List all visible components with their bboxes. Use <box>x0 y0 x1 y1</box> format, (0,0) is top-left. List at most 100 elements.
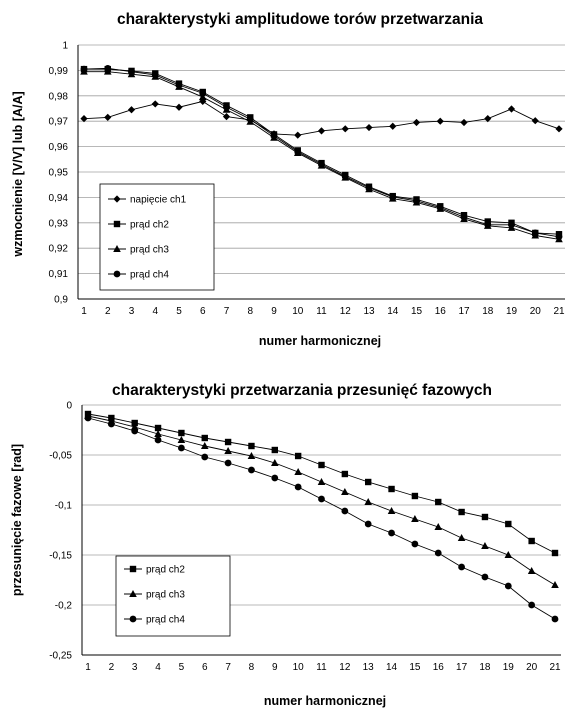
x-tick-label: 5 <box>176 306 182 317</box>
data-point <box>175 103 183 111</box>
x-tick-label: 14 <box>386 662 398 673</box>
series-group <box>80 64 563 243</box>
data-point <box>527 567 536 574</box>
data-point <box>80 115 88 123</box>
data-point <box>318 495 325 503</box>
data-point <box>271 446 278 454</box>
data-point <box>151 71 159 79</box>
data-point <box>201 434 208 442</box>
x-tick-label: 4 <box>155 662 161 673</box>
legend-label: prąd ch3 <box>130 245 169 256</box>
x-tick-label: 3 <box>132 662 138 673</box>
data-point <box>388 529 395 537</box>
series-circle <box>84 414 559 623</box>
data-point <box>341 125 349 133</box>
data-point <box>107 420 115 428</box>
data-point <box>504 582 512 590</box>
x-tick-label: 11 <box>316 306 327 317</box>
data-point <box>224 438 232 446</box>
data-point <box>341 488 349 495</box>
series-diamond <box>80 97 563 139</box>
x-tick-label: 8 <box>247 306 253 317</box>
data-point <box>436 204 444 211</box>
x-tick-label: 13 <box>363 662 375 673</box>
y-tick-label: 0 <box>66 401 72 412</box>
x-tick-label: 3 <box>129 306 135 317</box>
data-point <box>551 615 559 623</box>
data-point <box>412 118 421 127</box>
x-tick-label: 21 <box>549 662 561 673</box>
legend-label: prąd ch4 <box>130 270 169 281</box>
x-tick-label: 10 <box>293 662 305 673</box>
data-point <box>199 97 207 105</box>
data-point <box>317 127 326 135</box>
data-point <box>508 221 515 229</box>
y-axis-label: przesunięcie fazowe [rad] <box>10 444 24 596</box>
data-point <box>294 148 302 156</box>
x-tick-label: 10 <box>292 306 304 317</box>
data-point <box>389 193 397 201</box>
data-point <box>104 113 112 121</box>
y-tick-label: 0,9 <box>54 295 68 306</box>
x-tick-label: 16 <box>433 662 445 673</box>
data-point <box>199 89 207 97</box>
x-tick-label: 9 <box>271 306 277 317</box>
x-tick-label: 12 <box>340 306 352 317</box>
data-point <box>481 513 489 521</box>
data-point <box>131 427 139 435</box>
data-point <box>551 549 559 557</box>
data-point <box>458 563 465 571</box>
data-point <box>364 498 372 505</box>
data-point <box>128 68 135 76</box>
data-point <box>411 515 419 522</box>
y-tick-label: 0,91 <box>49 269 69 280</box>
data-point <box>294 452 302 460</box>
data-point <box>178 429 185 437</box>
data-point <box>341 470 349 478</box>
data-point <box>387 507 396 514</box>
x-tick-label: 1 <box>85 662 91 673</box>
x-tick-label: 8 <box>249 662 255 673</box>
x-tick-label: 9 <box>272 662 278 673</box>
data-point <box>507 105 516 113</box>
y-tick-label: 0,99 <box>49 66 69 77</box>
tick-labels: 0,9 0,91 0,92 0,93 0,94 0,95 0,96 0,97 0,98 0,99 1… <box>49 41 565 318</box>
x-tick-label: 15 <box>409 662 421 673</box>
data-point <box>127 106 136 114</box>
x-tick-label: 18 <box>479 662 491 673</box>
data-point <box>294 468 302 475</box>
data-point <box>365 478 372 486</box>
data-point <box>223 103 230 111</box>
data-point <box>248 466 255 474</box>
data-point <box>270 132 278 140</box>
y-tick-label: 0,98 <box>49 91 69 102</box>
data-point <box>484 115 492 123</box>
data-point <box>481 542 489 549</box>
data-point <box>248 442 255 450</box>
data-point <box>484 221 492 229</box>
legend-marker <box>129 590 137 597</box>
legend: napięcie ch1 prąd ch2 prąd ch3 prąd ch4 <box>99 183 215 291</box>
data-point <box>178 444 185 452</box>
chart-title: charakterystyki amplitudowe torów przetw… <box>117 11 483 28</box>
data-point <box>294 131 302 139</box>
y-tick-label: -0,1 <box>55 501 73 512</box>
y-tick-label: 0,94 <box>49 193 69 204</box>
data-point <box>154 424 162 432</box>
data-point <box>457 534 466 541</box>
x-axis-label: numer harmonicznej <box>264 694 386 708</box>
data-point <box>247 452 256 459</box>
data-point <box>154 436 162 444</box>
legend-label: prąd ch2 <box>146 565 185 576</box>
x-tick-label: 19 <box>506 306 518 317</box>
y-tick-label: -0,05 <box>49 451 72 462</box>
data-point <box>460 213 468 221</box>
data-point <box>435 498 442 506</box>
data-point <box>528 537 535 545</box>
data-point <box>411 492 419 500</box>
data-point <box>436 117 444 125</box>
data-point <box>154 430 162 437</box>
data-point <box>271 459 279 466</box>
data-point <box>388 485 395 493</box>
data-point <box>104 64 112 72</box>
